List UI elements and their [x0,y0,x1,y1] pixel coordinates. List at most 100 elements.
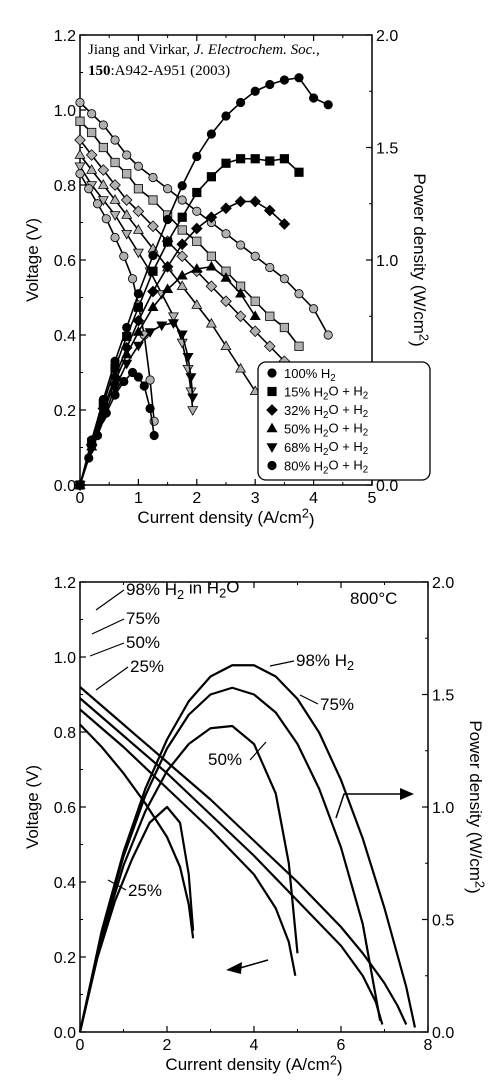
data-point [234,310,247,323]
series-line [79,265,256,486]
leader-line [95,666,129,691]
data-point [176,330,188,341]
data-point [86,164,98,174]
data-point [220,202,232,215]
data-point [162,237,173,247]
data-point [205,280,218,293]
data-point [87,127,97,138]
y-right-tick-label: 2.0 [376,28,398,45]
data-point [161,260,174,273]
data-point [167,312,179,323]
data-point [133,184,143,194]
data-point [265,156,275,166]
data-point [98,142,108,153]
data-point [221,158,231,168]
series-power-10 [74,319,199,491]
data-point [147,220,159,233]
legend-entry-label: 15% H2O + H2 [284,384,368,403]
y-left-tick-label: 0.0 [54,1025,76,1042]
x-axis-label: Current density (A/cm2) [137,505,314,529]
data-point [132,314,145,327]
data-point [119,376,129,387]
data-point [182,364,194,375]
data-point [206,172,216,182]
temperature-label: 800°C [350,589,397,608]
data-point [75,97,85,108]
data-point [92,430,103,441]
data-point [110,135,120,145]
chart-panel-top: 0123450.00.20.40.60.81.01.20.00.51.01.52… [23,28,432,529]
data-point [109,179,121,191]
leader-line [107,879,127,891]
y-right-tick-label: 1.0 [376,253,398,270]
leader-line [89,642,125,657]
x-tick-label: 2 [192,490,201,507]
curve-power-7 [78,805,195,1033]
y-left-tick-label: 0.8 [54,178,76,195]
legend-marker [266,404,278,416]
data-point [265,311,275,321]
label-75-power: 75% [320,695,354,714]
y-left-tick-label: 0.2 [54,403,76,420]
data-point [278,218,291,230]
data-point [163,214,173,225]
data-point [192,187,202,198]
data-point [235,362,247,373]
data-point [92,199,103,209]
data-point [127,274,138,284]
data-point [147,301,159,312]
data-point [206,251,216,261]
data-point [176,280,188,291]
data-point [221,111,231,121]
data-point [75,116,85,126]
data-point [74,134,86,146]
series-line [79,200,285,486]
data-point [87,109,97,119]
data-point [185,387,197,398]
data-point [84,184,94,194]
x-tick-label: 4 [309,490,318,507]
legend-marker [266,422,278,433]
data-point [149,430,159,441]
data-point [119,251,129,261]
data-point [101,214,111,224]
data-point [84,453,94,463]
y-right-tick-label: 0.0 [376,478,398,495]
x-tick-label: 2 [163,1037,172,1054]
y-left-tick-label: 0.2 [54,950,76,967]
y-left-axis-label: Voltage (V) [23,765,42,849]
x-tick-label: 8 [424,1037,433,1054]
data-point [74,149,86,159]
curve-voltage-3 [79,723,195,939]
legend-entry-label: 100% H2 [284,366,336,384]
data-point [85,149,98,161]
data-point [148,172,158,183]
data-point [323,100,333,110]
curve-voltage-0 [79,686,408,1025]
data-point [294,341,304,351]
x-tick-label: 5 [368,490,377,507]
data-point [182,352,194,363]
data-point [250,251,260,261]
series-line [79,139,285,362]
data-point [279,274,289,284]
data-point [122,150,132,160]
data-point [192,151,202,162]
data-point [122,169,132,179]
leader-line [95,589,125,611]
data-point [294,167,304,177]
y-left-tick-label: 0.6 [54,800,76,817]
data-point [144,328,156,338]
arrow-head-left [226,962,242,974]
label-25-power: 25% [128,881,162,900]
series-voltage-5 [75,169,159,426]
label-50-power: 50% [208,750,242,769]
data-point [205,211,218,224]
data-point [206,129,216,139]
data-point [249,325,262,338]
leader-line [249,741,267,761]
data-point [190,222,203,235]
data-point [148,266,158,276]
